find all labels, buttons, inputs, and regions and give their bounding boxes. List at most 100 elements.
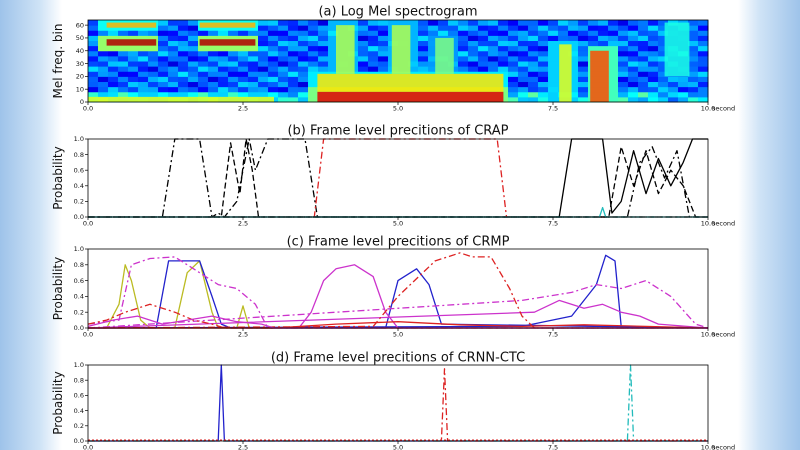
y-tick-label: 0.8	[74, 261, 84, 269]
spectrogram-cell	[508, 96, 519, 103]
spectrogram-cell	[118, 50, 129, 57]
spectrogram-cell	[138, 55, 149, 62]
spectrogram-cell	[548, 96, 559, 103]
spectrogram-cell	[618, 81, 629, 88]
spectrogram-cell	[288, 30, 299, 36]
spectrogram-cell	[408, 25, 419, 31]
spectrogram-cell	[298, 20, 309, 26]
spectrogram-cell	[368, 25, 379, 31]
spectrogram-cell	[598, 35, 609, 42]
spectrogram-cell	[458, 45, 469, 52]
spectrogram-cell	[168, 25, 179, 31]
spectrogram-cell	[518, 66, 529, 72]
spectrogram-cell	[258, 55, 269, 62]
spectrogram-cell	[468, 40, 479, 47]
spectrogram-cell	[328, 45, 339, 52]
spectrogram-cell	[278, 25, 289, 31]
spectrogram-cell	[158, 25, 169, 31]
spectrogram-cell	[508, 25, 519, 31]
spectrogram-cell	[198, 71, 209, 77]
spectrogram-cell	[528, 96, 539, 103]
spectrogram-cell	[158, 45, 169, 52]
spectrogram-cell	[278, 76, 289, 83]
spectrogram-cell	[288, 66, 299, 72]
spectrogram-cell	[568, 35, 579, 42]
spectrogram-cell	[478, 66, 489, 72]
spectrogram-cell	[158, 66, 169, 72]
spectrogram-cell	[88, 50, 99, 57]
spectrogram-cell	[618, 25, 629, 31]
spectrogram-cell	[208, 71, 219, 77]
spectrogram-cell	[258, 81, 269, 88]
spectrogram-cell	[528, 35, 539, 42]
spectrogram-cell	[628, 86, 639, 93]
spectrogram-cell	[278, 61, 289, 67]
spectrogram-cell	[488, 45, 499, 52]
spectrogram-cell	[478, 45, 489, 52]
spectrogram-cell	[268, 66, 279, 72]
spectrogram-cell	[128, 35, 139, 42]
spectrogram-cell	[548, 71, 559, 77]
spectrogram-cell	[168, 66, 179, 72]
spectrogram-cell	[508, 66, 519, 72]
spectrogram-cell	[268, 45, 279, 52]
spectrogram-cell	[488, 66, 499, 72]
spectrogram-cell	[138, 50, 149, 57]
spectrogram-cell	[568, 50, 579, 57]
spectrogram-cell	[488, 40, 499, 47]
spectrogram-cell	[608, 45, 619, 52]
spectrogram-cell	[208, 45, 219, 52]
spectrogram-cell	[688, 96, 699, 103]
spectrogram-cell	[368, 35, 379, 42]
spectrogram-cell	[218, 66, 229, 72]
x-tick-label: 2.5	[238, 105, 248, 113]
spectrogram-cell	[268, 50, 279, 57]
spectrogram-cell	[628, 50, 639, 57]
spectrogram-cell	[198, 35, 209, 42]
series-line-10	[87, 252, 708, 329]
spectrogram-cell	[308, 20, 319, 26]
spectrogram-cell	[308, 25, 319, 31]
panel-1: (a) Log Mel spectrogram Mel freq. bin 0 10 2…	[51, 5, 735, 113]
spectrogram-cell	[458, 25, 469, 31]
spectrogram-cell	[318, 30, 329, 36]
spectrogram-cell	[648, 71, 659, 77]
spectrogram-cell	[408, 35, 419, 42]
spectrogram-cell	[578, 20, 589, 26]
spectrogram-cell	[248, 71, 259, 77]
spectrogram-cell	[168, 20, 179, 26]
spectrogram-cell	[238, 35, 249, 42]
spectrogram-cell	[538, 61, 549, 67]
spectrogram-cell	[548, 45, 559, 52]
spectrogram-region	[199, 39, 256, 46]
spectrogram-cell	[508, 30, 519, 36]
spectrogram-cell	[518, 96, 529, 103]
spectrogram-cell	[648, 50, 659, 57]
x-tick-label: 5.0	[393, 105, 403, 113]
spectrogram-cell	[578, 91, 589, 98]
spectrogram-cell	[208, 55, 219, 62]
spectrogram-cell	[628, 40, 639, 47]
spectrogram-cell	[498, 55, 509, 62]
spectrogram-region	[391, 25, 411, 74]
spectrogram-cell	[568, 71, 579, 77]
x-tick-label: 0.0	[83, 331, 93, 339]
spectrogram-cell	[378, 66, 389, 72]
spectrogram-cell	[328, 55, 339, 62]
panel-2: (b) Frame level precitions of CRAP Probab…	[51, 124, 735, 228]
spectrogram-cell	[498, 20, 509, 26]
spectrogram-cell	[648, 35, 659, 42]
spectrogram-cell	[618, 35, 629, 42]
spectrogram-cell	[528, 86, 539, 93]
spectrogram-cell	[278, 35, 289, 42]
spectrogram-region	[559, 44, 572, 102]
spectrogram-cell	[578, 35, 589, 42]
spectrogram-cell	[148, 71, 159, 77]
spectrogram-cell	[618, 45, 629, 52]
spectrogram-cell	[518, 35, 529, 42]
spectrogram-cell	[198, 25, 209, 31]
spectrogram-cell	[598, 25, 609, 31]
spectrogram-cell	[108, 61, 119, 67]
spectrogram-cell	[698, 45, 709, 52]
spectrogram-cell	[548, 55, 559, 62]
